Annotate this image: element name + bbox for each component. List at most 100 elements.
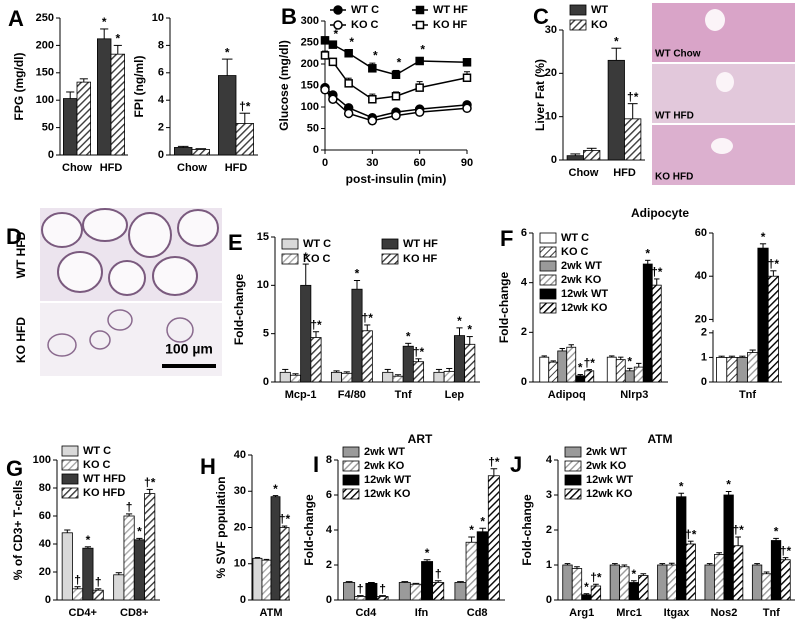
marker <box>320 85 330 95</box>
bar <box>539 356 550 383</box>
significance: †* <box>590 570 602 584</box>
bar <box>581 594 592 601</box>
marker <box>367 116 378 126</box>
bar <box>92 589 104 601</box>
y-tick-label: 15 <box>257 231 269 243</box>
legend-label: WT C <box>561 232 589 244</box>
legend-swatch <box>564 488 582 500</box>
bar <box>361 330 373 383</box>
bar <box>110 53 126 156</box>
bar <box>61 532 73 601</box>
bar <box>657 564 668 601</box>
bar <box>409 583 422 601</box>
x-tick-label: Nlrp3 <box>620 389 648 401</box>
x-tick-label: Cd4 <box>355 607 377 619</box>
significance: * <box>86 533 91 547</box>
significance: †* <box>413 345 425 359</box>
significance: * <box>115 32 120 46</box>
y-tick-label: 2 <box>521 326 527 338</box>
x-tick-label: Chow <box>62 162 92 174</box>
bar <box>747 352 759 383</box>
y-axis-label: Fold-change <box>302 494 316 566</box>
x-tick-label: HFD <box>100 162 123 174</box>
marker <box>333 5 343 15</box>
marker <box>328 94 338 105</box>
bar <box>343 582 356 601</box>
legend-label: 2wk KO <box>561 274 602 286</box>
legend-label: 12wk WT <box>586 474 633 486</box>
bar <box>548 361 559 383</box>
bar <box>365 582 378 601</box>
significance: †* <box>239 99 251 113</box>
marker <box>343 108 354 119</box>
x-tick-label: Lep <box>445 389 465 401</box>
y-tick-label: 2 <box>546 524 552 536</box>
bar <box>341 372 353 383</box>
y-tick-label: 40 <box>234 449 246 461</box>
significance: * <box>406 330 411 344</box>
significance: * <box>102 15 107 29</box>
x-tick-label: Chow <box>569 167 599 179</box>
x-tick-label: CD8+ <box>120 607 148 619</box>
bar <box>732 545 744 601</box>
y-tick-label: 40 <box>695 270 707 282</box>
x-tick-label: F4/80 <box>338 389 366 401</box>
panel-letter: H <box>200 454 216 479</box>
y-tick-label: 4 <box>326 524 333 536</box>
legend-swatch <box>539 274 557 286</box>
y-tick-label: 20 <box>545 67 557 79</box>
bar <box>557 350 568 383</box>
significance: †* <box>651 265 663 279</box>
y-axis-label: Glucose (mg/dl) <box>277 40 291 131</box>
significance: * <box>349 35 354 49</box>
vessel <box>711 138 733 154</box>
bar <box>464 343 476 383</box>
y-tick-label: 100 <box>301 101 319 113</box>
legend-swatch <box>539 232 557 244</box>
y-axis-label: FPG (mg/dl) <box>12 53 26 121</box>
y-axis-label: % SVF population <box>214 477 228 579</box>
panel-letter: D <box>6 224 22 249</box>
legend-swatch <box>61 487 79 499</box>
panel-letter: E <box>228 230 243 255</box>
adipocytes <box>41 208 219 296</box>
legend-swatch <box>342 446 360 458</box>
bar <box>767 275 779 383</box>
significance: * <box>645 246 650 260</box>
x-tick-label: Nos2 <box>710 607 737 619</box>
x-tick-label: Itgax <box>664 607 691 619</box>
significance: * <box>480 514 485 528</box>
y-tick-label: 6 <box>521 227 527 239</box>
legend-swatch <box>569 19 587 31</box>
marker <box>415 83 424 92</box>
panel-letter: F <box>500 226 513 251</box>
x-tick-label: 90 <box>461 157 473 169</box>
legend-label: WT C <box>303 238 331 250</box>
bar <box>651 284 662 383</box>
bar <box>123 515 135 601</box>
bar <box>633 366 644 383</box>
legend-swatch <box>342 460 360 472</box>
marker <box>320 51 330 60</box>
significance: * <box>584 580 589 594</box>
y-axis-label: Fold-change <box>520 494 534 566</box>
y-tick-label: 50 <box>307 122 319 134</box>
bar <box>433 371 445 383</box>
legend-swatch <box>342 474 360 486</box>
y-tick-label: 0 <box>521 376 527 388</box>
x-tick-label: HFD <box>613 167 636 179</box>
x-tick-label: Mcp-1 <box>285 389 317 401</box>
bar <box>575 375 586 383</box>
x-tick-label: Tnf <box>739 389 756 401</box>
legend-label: 2wk WT <box>561 260 602 272</box>
bar <box>571 568 583 601</box>
legend-label: 12wk KO <box>586 488 633 500</box>
y-tick-label: 40 <box>39 538 51 550</box>
y-tick-label: 0 <box>48 149 54 161</box>
significance: †* <box>780 544 792 558</box>
legend-swatch <box>61 445 79 457</box>
bar <box>583 150 601 161</box>
significance: * <box>457 314 462 328</box>
legend-label: KO C <box>561 246 589 258</box>
legend-swatch <box>539 260 557 272</box>
